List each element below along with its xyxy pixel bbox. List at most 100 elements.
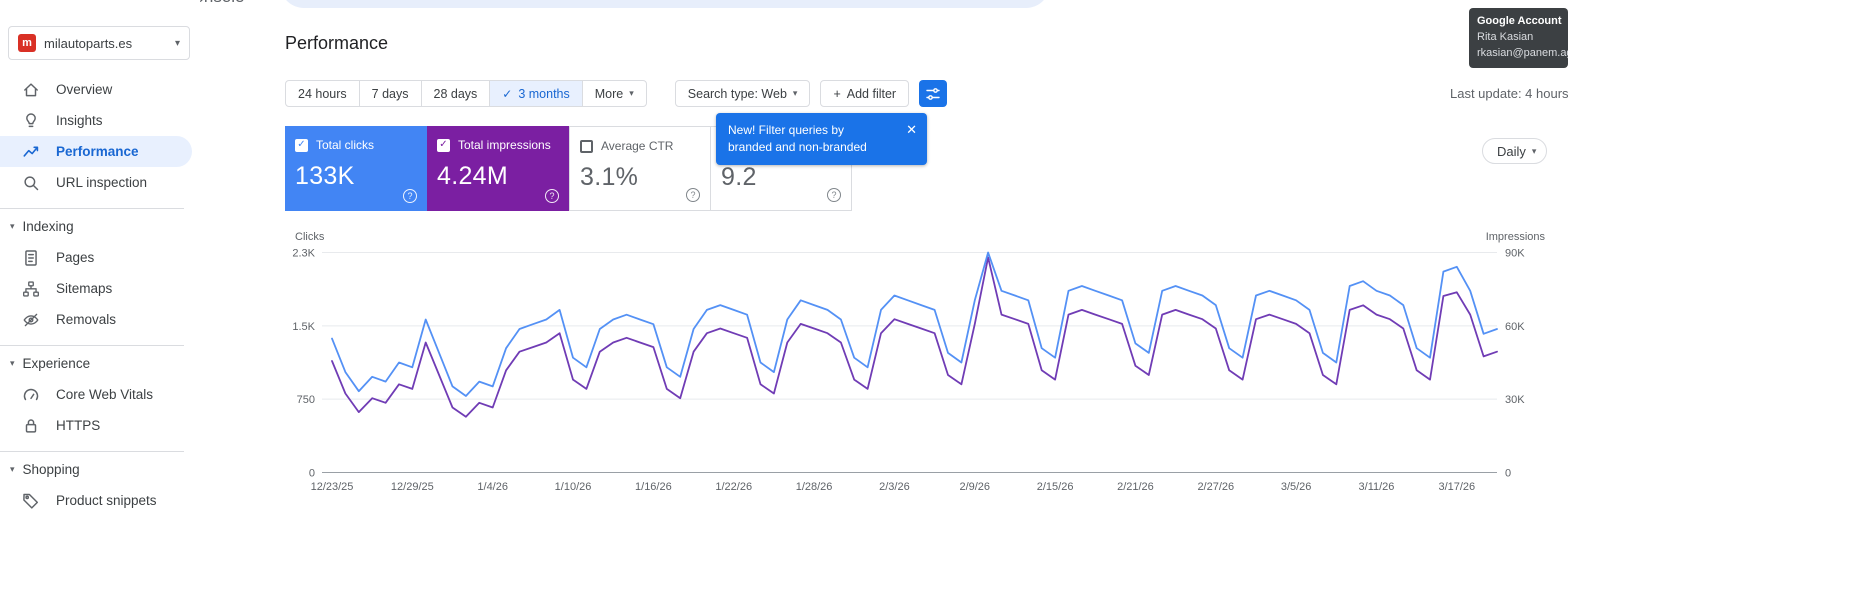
date-range-label: 3 months <box>518 86 570 101</box>
help-icon[interactable]: ? <box>827 188 841 202</box>
performance-chart: 0 0 750 30K 1.5K 60K 2.3K 90K 12/23/25 12/29/25 1/… <box>292 248 1525 494</box>
filter-settings-button[interactable] <box>919 80 948 107</box>
last-update-text: Last update: 4 hours ago <box>1450 86 1568 101</box>
more-label: More <box>594 86 624 101</box>
sidebar-item-removals[interactable]: Removals <box>0 304 192 335</box>
sidebar-item-label: Core Web Vitals <box>56 387 154 402</box>
add-filter-label: Add filter <box>846 86 897 101</box>
date-range-28-days[interactable]: 28 days <box>420 80 491 107</box>
sidebar-item-performance[interactable]: Performance <box>0 136 192 167</box>
account-tooltip: Google Account Rita Kasian rkasian@panem… <box>1469 8 1568 68</box>
x-axis-tick-label: 1/4/26 <box>477 481 508 493</box>
eye-off-icon <box>22 311 40 329</box>
sidebar-item-url-inspection[interactable]: URL inspection <box>0 167 192 198</box>
tune-icon <box>925 86 941 102</box>
x-axis-tick-label: 3/5/26 <box>1281 481 1312 493</box>
help-icon[interactable]: ? <box>686 188 700 202</box>
card-total-impressions[interactable]: ✓ Total impressions 4.24M ? <box>427 126 569 211</box>
tooltip-text-line2: branded and non-branded <box>728 139 867 154</box>
card-average-ctr[interactable]: Average CTR 3.1% ? <box>569 126 711 211</box>
right-axis-tick-label: 60K <box>1505 321 1525 333</box>
x-axis-tick-label: 1/28/26 <box>796 481 833 493</box>
sidebar-item-label: Insights <box>56 113 103 128</box>
sidebar-item-label: Removals <box>56 312 117 327</box>
account-tooltip-email: rkasian@panem.age <box>1477 46 1568 59</box>
left-axis-tick-label: 0 <box>309 468 315 480</box>
top-search-bar[interactable] <box>280 0 1050 8</box>
date-range-3-months[interactable]: ✓ 3 months <box>489 80 583 107</box>
x-axis-tick-label: 3/17/26 <box>1438 481 1475 493</box>
card-value: 9.2 <box>721 163 757 191</box>
sidebar-divider <box>0 208 184 209</box>
tooltip-text-line1: New! Filter queries by <box>728 123 845 137</box>
pages-icon <box>22 249 40 267</box>
chevron-down-icon: ▾ <box>629 88 634 98</box>
card-label: Average CTR <box>601 139 674 153</box>
date-range-group: 24 hours 7 days 28 days ✓ 3 months More … <box>285 80 647 107</box>
date-range-24-hours[interactable]: 24 hours <box>285 80 360 107</box>
granularity-dropdown[interactable]: Daily ▾ <box>1482 138 1548 164</box>
sidebar-section-experience[interactable]: ▾ Experience <box>0 348 200 379</box>
sidebar-item-label: Product snippets <box>56 493 157 508</box>
property-selector[interactable]: m milautoparts.es ▾ <box>8 26 190 60</box>
sidebar-section-label: Indexing <box>22 219 74 234</box>
chevron-down-icon: ▾ <box>174 37 180 49</box>
add-filter-button[interactable]: + Add filter <box>820 80 910 107</box>
search-type-chip[interactable]: Search type: Web ▾ <box>674 80 811 107</box>
right-axis-tick-label: 0 <box>1505 468 1511 480</box>
home-icon <box>22 81 40 99</box>
sidebar-item-label: Pages <box>56 250 95 265</box>
speedometer-icon <box>22 386 40 404</box>
main-content: Performance 24 hours 7 days 28 days ✓ 3 … <box>285 0 1568 599</box>
x-axis-tick-label: 12/23/25 <box>311 481 354 493</box>
sidebar-nav: Overview Insights Performance <box>0 74 200 516</box>
help-icon[interactable]: ? <box>403 189 417 203</box>
left-axis-tick-label: 2.3K <box>292 248 315 260</box>
sidebar-section-label: Shopping <box>22 462 80 477</box>
x-axis-tick-label: 1/10/26 <box>555 481 592 493</box>
sidebar: m milautoparts.es ▾ Overview Insights <box>0 0 200 599</box>
date-range-more[interactable]: More ▾ <box>581 80 647 107</box>
performance-chart-icon <box>22 143 40 161</box>
collapse-arrow-icon: ▾ <box>10 221 15 231</box>
sidebar-item-label: Performance <box>56 144 139 159</box>
sidebar-item-sitemaps[interactable]: Sitemaps <box>0 273 192 304</box>
sidebar-section-shopping[interactable]: ▾ Shopping <box>0 454 200 485</box>
x-axis-tick-label: 3/11/26 <box>1359 481 1395 493</box>
close-icon[interactable]: ✕ <box>906 122 917 137</box>
property-name: milautoparts.es <box>44 35 133 51</box>
sidebar-item-product-snippets[interactable]: Product snippets <box>0 485 192 516</box>
impressions-line <box>331 256 1498 418</box>
checkbox-checked-icon[interactable]: ✓ <box>295 138 308 152</box>
sidebar-item-https[interactable]: HTTPS <box>0 410 192 441</box>
check-icon: ✓ <box>502 86 513 101</box>
card-value: 133K <box>295 162 355 190</box>
sidebar-item-insights[interactable]: Insights <box>0 105 192 136</box>
card-value: 3.1% <box>580 163 639 191</box>
x-axis-tick-label: 2/27/26 <box>1197 481 1234 493</box>
date-range-7-days[interactable]: 7 days <box>358 80 422 107</box>
checkbox-checked-icon[interactable]: ✓ <box>437 138 450 152</box>
magnifier-icon <box>22 174 40 192</box>
left-axis-caption: Clicks <box>295 231 325 243</box>
sidebar-divider <box>0 345 184 346</box>
collapse-arrow-icon: ▾ <box>10 358 15 368</box>
sidebar-divider <box>0 451 184 452</box>
help-icon[interactable]: ? <box>545 189 559 203</box>
card-total-clicks[interactable]: ✓ Total clicks 133K ? <box>285 126 427 211</box>
sidebar-item-label: URL inspection <box>56 175 148 190</box>
x-axis-tick-label: 2/9/26 <box>959 481 990 493</box>
sidebar-item-label: HTTPS <box>56 418 101 433</box>
checkbox-unchecked-icon[interactable] <box>580 139 593 153</box>
new-feature-tooltip: New! Filter queries by branded and non-b… <box>716 113 927 165</box>
sidebar-item-pages[interactable]: Pages <box>0 242 192 273</box>
sidebar-item-core-web-vitals[interactable]: Core Web Vitals <box>0 379 192 410</box>
sidebar-item-label: Overview <box>56 82 113 97</box>
account-tooltip-name: Rita Kasian <box>1477 30 1534 43</box>
sidebar-section-indexing[interactable]: ▾ Indexing <box>0 211 200 242</box>
card-label: Total clicks <box>316 138 375 152</box>
sidebar-item-overview[interactable]: Overview <box>0 74 192 105</box>
tag-icon <box>22 492 40 510</box>
card-value: 4.24M <box>437 162 508 190</box>
